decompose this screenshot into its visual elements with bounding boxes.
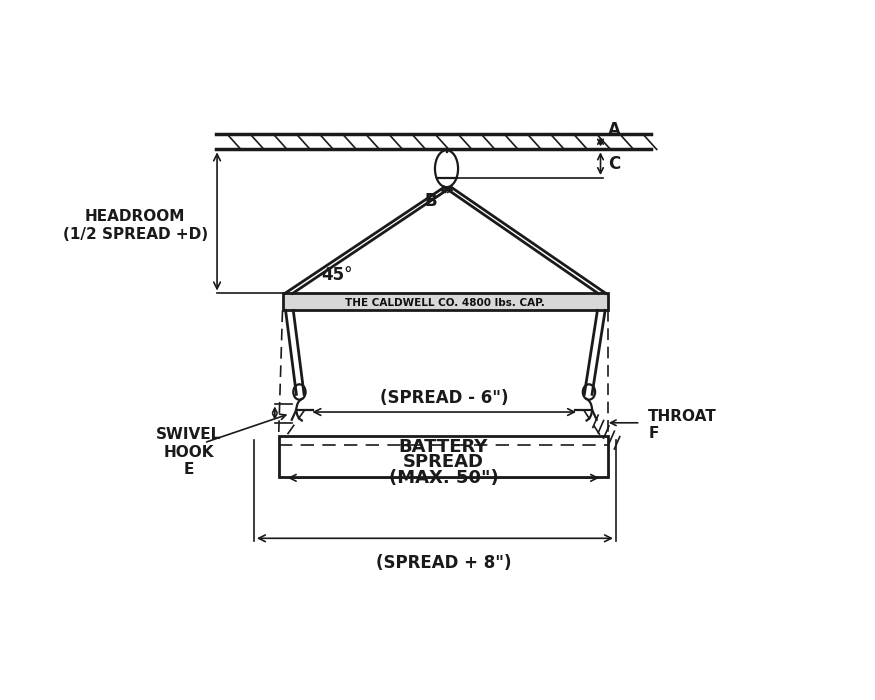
Text: (SPREAD + 8"): (SPREAD + 8") <box>375 554 511 572</box>
Text: C: C <box>608 155 620 173</box>
Text: (MAX. 50"): (MAX. 50") <box>388 469 498 487</box>
Text: SWIVEL
HOOK
E: SWIVEL HOOK E <box>156 427 221 477</box>
Bar <box>278 436 608 477</box>
Text: B: B <box>424 192 438 210</box>
Text: (SPREAD - 6"): (SPREAD - 6") <box>380 389 508 407</box>
Text: BATTERY: BATTERY <box>399 438 488 456</box>
Text: A: A <box>608 121 621 139</box>
Text: THROAT
F: THROAT F <box>648 409 717 441</box>
Text: SPREAD: SPREAD <box>402 454 484 472</box>
Text: 45°: 45° <box>321 266 353 284</box>
Text: HEADROOM
(1/2 SPREAD +D): HEADROOM (1/2 SPREAD +D) <box>63 209 208 242</box>
Text: THE CALDWELL CO. 4800 lbs. CAP.: THE CALDWELL CO. 4800 lbs. CAP. <box>346 298 545 308</box>
Bar <box>283 293 608 310</box>
